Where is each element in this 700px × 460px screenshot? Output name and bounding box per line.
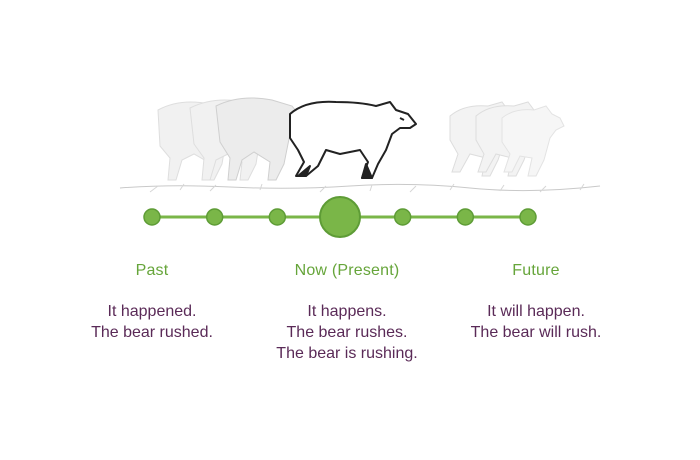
timeline-dot	[393, 208, 412, 226]
past-line-2: The bear rushed.	[91, 324, 213, 341]
timeline-dot	[456, 208, 475, 226]
future-heading: Future	[512, 262, 560, 279]
future-line-1: It will happen.	[487, 303, 585, 320]
future-line-2: The bear will rush.	[470, 324, 602, 341]
timeline-dot	[143, 208, 161, 226]
present-line-1: It happens.	[307, 303, 387, 320]
present-line-2: The bear rushes.	[286, 324, 408, 341]
past-heading: Past	[135, 262, 169, 279]
timeline-dot	[519, 208, 537, 226]
future-bear-ghosts	[449, 101, 565, 177]
ground-texture	[119, 183, 601, 193]
timeline-dot	[268, 208, 287, 226]
past-sentences: It happened. The bear rushed.	[42, 301, 262, 343]
past-line-1: It happened.	[107, 303, 197, 320]
timeline-dot	[205, 208, 224, 226]
present-bear	[289, 100, 417, 179]
future-sentences: It will happen. The bear will rush.	[426, 301, 646, 343]
running-bear-illustration	[119, 97, 601, 193]
present-sentences: It happens. The bear rushes. The bear is…	[237, 301, 457, 364]
past-bear-ghosts	[157, 97, 301, 181]
present-line-3: The bear is rushing.	[276, 345, 418, 362]
timeline-current-dot	[319, 196, 361, 238]
present-heading: Now (Present)	[294, 262, 400, 279]
